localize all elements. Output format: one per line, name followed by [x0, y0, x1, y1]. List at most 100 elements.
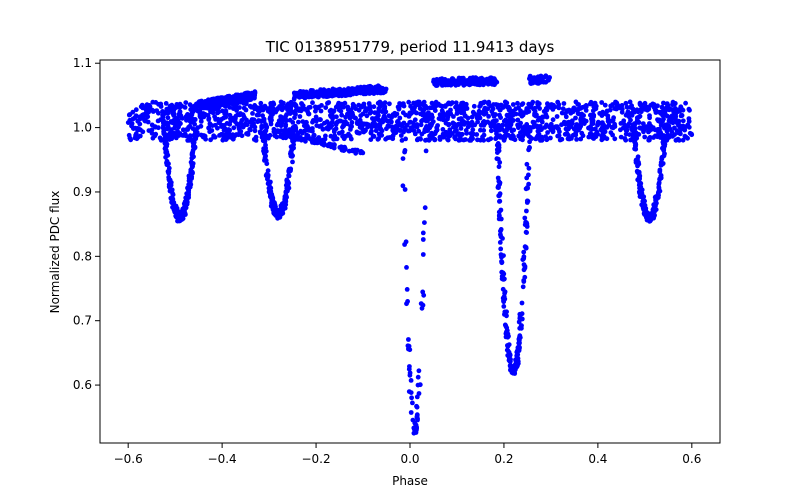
data-point	[546, 76, 552, 81]
data-point	[480, 134, 485, 140]
data-point	[678, 113, 684, 119]
data-point	[406, 337, 411, 342]
data-point	[234, 108, 240, 113]
data-point	[309, 91, 315, 96]
data-point	[618, 121, 624, 126]
data-point	[496, 216, 502, 222]
data-point	[369, 128, 374, 134]
data-point	[300, 119, 306, 124]
data-point	[510, 102, 516, 107]
data-point	[424, 137, 430, 143]
data-point	[336, 103, 341, 109]
data-point	[447, 133, 453, 138]
data-point	[410, 417, 416, 423]
data-point	[543, 106, 549, 111]
data-point	[165, 124, 171, 130]
data-point	[378, 101, 384, 107]
data-point	[410, 400, 415, 406]
data-point	[625, 111, 630, 117]
data-point	[215, 109, 221, 115]
data-point	[183, 100, 189, 105]
data-point	[244, 131, 249, 137]
data-point	[306, 105, 312, 110]
data-point	[355, 87, 361, 93]
data-point	[420, 252, 426, 257]
data-point	[527, 145, 532, 151]
data-point	[289, 102, 295, 108]
data-point	[524, 230, 529, 236]
data-point	[562, 131, 568, 137]
data-point	[178, 121, 183, 126]
data-point	[648, 123, 654, 129]
data-point	[279, 107, 285, 113]
data-point	[358, 113, 364, 119]
data-point	[228, 118, 234, 124]
data-point	[492, 82, 497, 87]
data-point	[583, 108, 589, 113]
data-point	[247, 97, 253, 103]
data-point	[371, 133, 376, 139]
data-point	[417, 102, 422, 108]
data-point	[174, 210, 180, 215]
data-point	[382, 106, 388, 111]
data-point	[657, 109, 662, 115]
data-point	[663, 137, 669, 143]
data-point	[490, 76, 496, 82]
data-point	[361, 91, 367, 97]
data-point	[348, 109, 354, 114]
data-point	[571, 126, 577, 132]
data-point	[164, 160, 169, 166]
data-point	[618, 127, 623, 133]
data-point	[282, 199, 287, 205]
data-point	[465, 115, 471, 121]
data-point	[390, 136, 395, 142]
data-point	[574, 137, 579, 142]
data-point	[400, 183, 406, 189]
data-point	[481, 127, 487, 133]
data-point	[347, 115, 353, 121]
data-point	[672, 125, 677, 131]
data-point	[147, 105, 153, 111]
data-point	[619, 106, 625, 112]
data-point	[604, 125, 610, 130]
data-point	[521, 279, 527, 284]
data-point	[657, 126, 662, 132]
data-point	[164, 143, 170, 149]
data-point	[506, 104, 511, 110]
data-point	[186, 188, 192, 193]
data-point	[403, 126, 408, 132]
data-point	[599, 100, 605, 105]
data-point	[477, 115, 483, 121]
data-point	[363, 127, 368, 133]
data-point	[237, 129, 243, 135]
data-point	[628, 117, 633, 123]
data-point	[443, 81, 448, 87]
data-point	[580, 105, 585, 110]
data-point	[618, 134, 624, 140]
data-point	[364, 85, 370, 91]
data-point	[190, 140, 196, 145]
data-point	[223, 110, 228, 115]
data-point	[408, 378, 414, 383]
data-point	[463, 104, 468, 109]
data-point	[397, 115, 403, 121]
data-point	[253, 134, 259, 140]
data-point	[554, 114, 560, 119]
data-point	[564, 109, 570, 114]
data-point	[652, 133, 658, 139]
data-point	[613, 99, 618, 105]
data-point	[300, 103, 306, 109]
data-point	[167, 103, 173, 109]
data-point	[636, 175, 642, 180]
data-point	[339, 112, 345, 118]
data-point	[364, 106, 369, 112]
data-point	[219, 117, 224, 122]
data-point	[493, 102, 499, 107]
data-point	[200, 104, 205, 110]
data-point	[661, 100, 666, 106]
data-point	[396, 106, 402, 112]
data-point	[421, 99, 427, 105]
data-point	[268, 104, 274, 109]
data-point	[390, 127, 396, 133]
